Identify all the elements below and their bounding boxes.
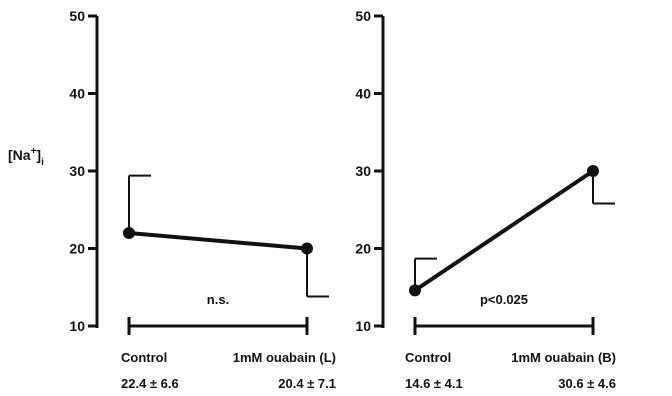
y-axis-label: [Na+]i [8, 146, 44, 168]
y-tick-label: 30 [355, 163, 371, 179]
significance-label: p<0.025 [480, 292, 528, 307]
category-label: Control [405, 350, 451, 365]
right-panel: 10 20 30 40 50 p<0.025 Control 1mM ouabain (B) 1… [355, 8, 616, 391]
category-label: 1mM ouabain (B) [511, 350, 616, 365]
stat-label: 14.6 ± 4.1 [405, 376, 463, 391]
data-point [587, 165, 599, 177]
y-tick-label: 10 [355, 318, 371, 334]
significance-label: n.s. [207, 292, 229, 307]
stat-label: 30.6 ± 4.6 [558, 376, 616, 391]
data-point [301, 242, 313, 255]
y-tick-label: 20 [355, 241, 371, 257]
stat-label: 20.4 ± 7.1 [278, 376, 336, 391]
y-tick-label: 40 [69, 86, 85, 102]
y-tick-label: 50 [355, 8, 371, 24]
y-tick-label: 40 [355, 86, 371, 102]
y-tick-label: 30 [69, 163, 85, 179]
category-label: Control [121, 350, 167, 365]
y-tick-label: 10 [69, 318, 85, 334]
stat-label: 22.4 ± 6.6 [121, 376, 179, 391]
left-panel: 10 20 30 40 50 n.s. Control 1mM ouabain (L) 22.4… [69, 8, 336, 391]
category-label: 1mM ouabain (L) [233, 350, 336, 365]
data-line [413, 169, 595, 293]
data-line [128, 231, 308, 251]
y-tick-label: 20 [69, 241, 85, 257]
y-tick-label: 50 [69, 8, 85, 24]
data-point [409, 284, 421, 297]
data-point [123, 227, 135, 239]
